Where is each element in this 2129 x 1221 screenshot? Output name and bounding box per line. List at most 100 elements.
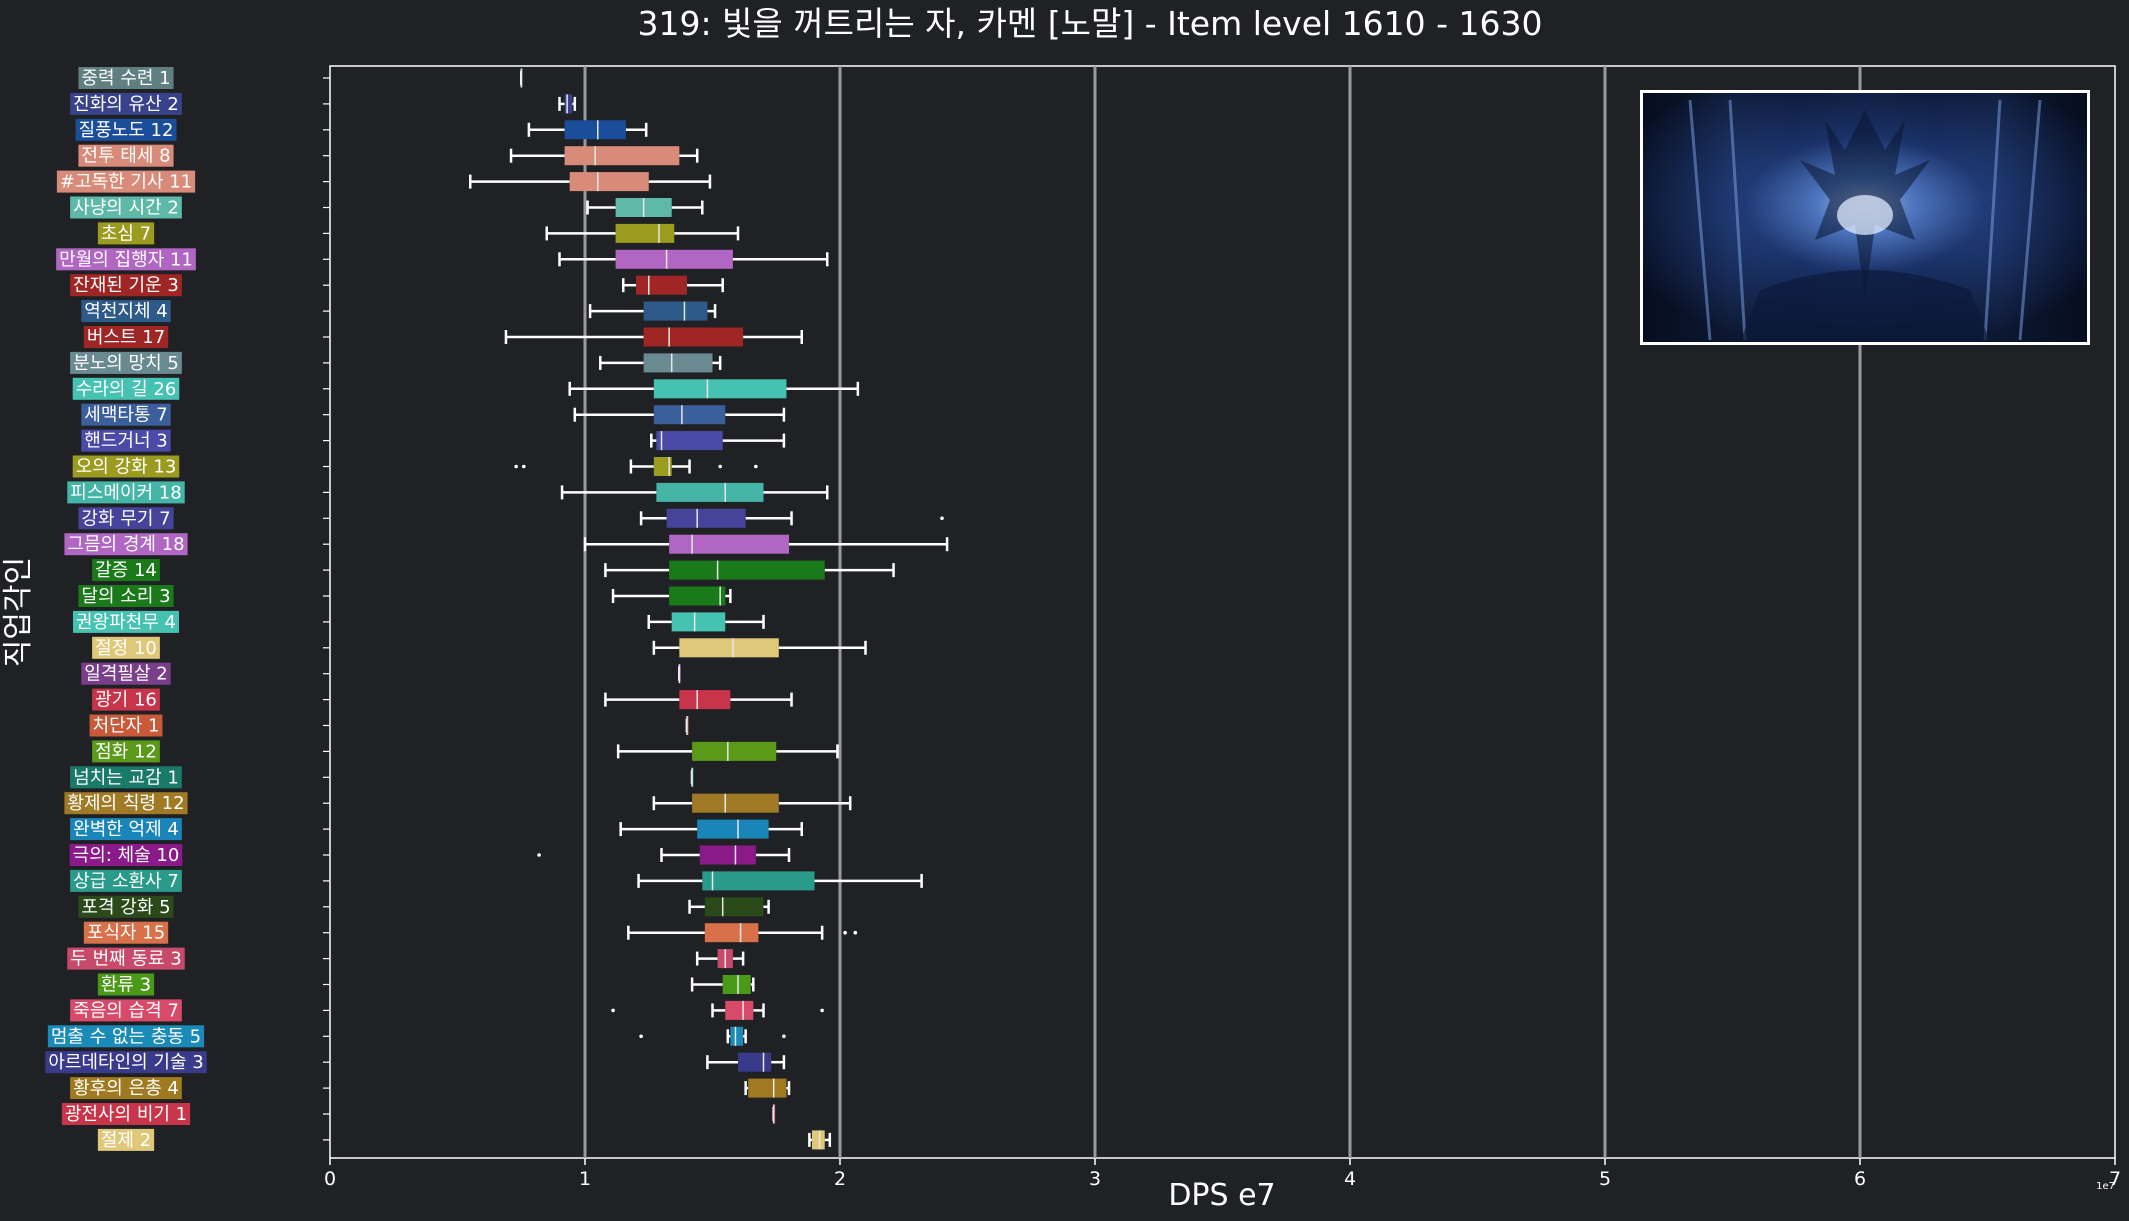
- box-item: [514, 457, 758, 476]
- y-category-label-bg: [78, 507, 174, 530]
- y-category-text: 사냥의 시간 2: [73, 198, 179, 219]
- iqr-box: [730, 1026, 744, 1046]
- box-item: [652, 638, 867, 658]
- box-item: [627, 923, 858, 943]
- outlier-point: [853, 930, 858, 935]
- y-category-label-bg: [73, 610, 179, 633]
- iqr-box: [653, 379, 787, 399]
- y-category-label-bg: [81, 300, 171, 323]
- y-category-label: 죽음의 습격 7: [70, 999, 182, 1022]
- box-item: [639, 508, 944, 528]
- y-category-text: 강화 무기 7: [81, 508, 170, 529]
- y-category-label: 초심 7: [97, 222, 155, 245]
- box-item: [706, 1052, 786, 1072]
- y-category-text: 점화 12: [95, 741, 157, 762]
- iqr-box: [702, 871, 815, 891]
- y-category-label: 환류 3: [97, 973, 155, 996]
- y-category-label: 점화 12: [92, 740, 160, 763]
- y-category-label: 황후의 은총 4: [70, 1077, 182, 1100]
- box-item: [690, 767, 694, 787]
- y-category-label: 사냥의 시간 2: [70, 196, 182, 219]
- y-category-text: 피스메이커 18: [70, 482, 181, 503]
- y-category-text: 포식자 15: [87, 923, 165, 944]
- y-category-labels: 중력 수련 1 진화의 유산 2 질풍노도 12 전투 태세 8 #고독한 기사 11 사…: [45, 67, 207, 1151]
- y-category-label: 황제의 칙령 12: [64, 792, 188, 815]
- y-category-label: 오의 강화 13: [72, 455, 180, 478]
- y-category-text: 일격필살 2: [84, 664, 167, 685]
- outlier-point: [940, 516, 944, 521]
- iqr-box: [564, 120, 626, 140]
- y-category-label: 광전사의 비기 1: [61, 1103, 191, 1125]
- y-category-label-bg: [70, 766, 182, 789]
- box-item: [690, 975, 755, 994]
- y-category-label-bg: [72, 455, 180, 478]
- y-category-text: 권왕파천무 4: [76, 612, 176, 633]
- box-item: [509, 146, 699, 166]
- outlier-point: [611, 1008, 615, 1013]
- box-item: [558, 94, 577, 114]
- box-item: [611, 1000, 824, 1020]
- box-item: [568, 379, 860, 399]
- y-category-label-bg: [78, 67, 174, 89]
- iqr-box: [643, 327, 744, 347]
- iqr-box: [725, 1000, 754, 1020]
- y-category-text: 상급 소환사 7: [73, 871, 179, 892]
- iqr-box: [653, 457, 672, 476]
- iqr-box: [722, 975, 751, 994]
- box-item: [599, 353, 722, 373]
- y-category-label: 갈증 14: [92, 559, 160, 582]
- y-category-label: 핸드거너 3: [81, 429, 171, 452]
- outlier-point: [718, 464, 722, 469]
- outlier-point: [639, 1034, 643, 1039]
- y-category-label: 일격필살 2: [81, 662, 171, 685]
- box-item: [647, 612, 765, 632]
- box-item: [586, 198, 704, 217]
- y-category-text: 황후의 은총 4: [73, 1078, 179, 1099]
- box-item: [650, 431, 786, 451]
- y-category-text: 그믐의 경계 18: [67, 534, 184, 555]
- box-item: [685, 716, 689, 735]
- y-category-label-bg: [70, 869, 182, 892]
- y-category-label: 달의 소리 3: [78, 585, 174, 607]
- y-category-label: 질풍노도 12: [75, 118, 177, 141]
- iqr-box: [697, 819, 769, 839]
- outlier-point: [522, 464, 526, 469]
- y-category-text: 전투 태세 8: [81, 146, 170, 167]
- y-category-label-bg: [64, 533, 188, 556]
- box-item: [504, 327, 803, 347]
- box-item: [527, 120, 648, 140]
- box-item: [537, 845, 791, 865]
- y-category-label: 권왕파천무 4: [73, 610, 179, 633]
- y-category-label-bg: [78, 144, 174, 167]
- y-category-text: 포격 강화 5: [81, 897, 170, 918]
- y-category-text: 갈증 14: [95, 560, 157, 581]
- y-category-label: 절정 10: [92, 636, 160, 659]
- iqr-box: [564, 146, 680, 166]
- y-category-text: 잔재된 기운 3: [73, 275, 179, 296]
- y-category-text: 절제 2: [101, 1130, 151, 1151]
- y-category-text: 아르데타인의 기술 3: [48, 1052, 203, 1073]
- box-item: [808, 1130, 832, 1150]
- y-category-label-bg: [92, 740, 160, 763]
- y-category-label-bg: [83, 921, 169, 944]
- y-category-label-bg: [64, 792, 188, 815]
- y-category-label: 극의: 체술 10: [69, 844, 183, 866]
- box-item: [573, 405, 786, 425]
- box-item: [619, 819, 803, 839]
- y-category-label: 상급 소환사 7: [70, 869, 182, 892]
- y-category-label: 두 번째 동료 3: [67, 947, 185, 970]
- box-item: [469, 172, 712, 192]
- x-tick-label: 3: [1089, 1168, 1101, 1190]
- y-category-label-bg: [97, 1128, 155, 1151]
- y-axis-label: 직업각인: [1, 557, 36, 667]
- y-category-label: 버스트 17: [83, 326, 169, 348]
- y-category-label-bg: [70, 274, 182, 297]
- box-item: [678, 664, 681, 684]
- y-category-label-bg: [61, 1103, 191, 1125]
- iqr-box: [656, 431, 723, 451]
- iqr-box: [653, 405, 726, 425]
- iqr-box: [699, 845, 756, 865]
- iqr-box: [671, 612, 726, 632]
- y-category-label: #고독한 기사 11: [56, 170, 196, 193]
